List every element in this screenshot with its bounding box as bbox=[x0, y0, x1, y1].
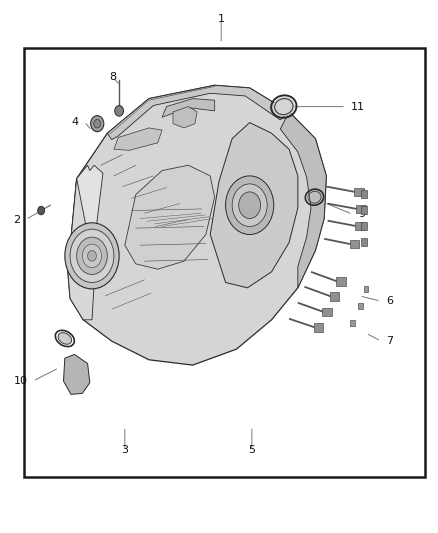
Bar bbox=[358, 303, 363, 309]
Polygon shape bbox=[68, 85, 326, 365]
Text: 1: 1 bbox=[218, 14, 225, 23]
Bar bbox=[350, 240, 359, 248]
Circle shape bbox=[232, 184, 267, 227]
Bar bbox=[356, 205, 366, 213]
Bar bbox=[354, 188, 364, 196]
Polygon shape bbox=[107, 85, 289, 140]
Circle shape bbox=[65, 223, 119, 289]
Bar bbox=[314, 323, 323, 332]
Circle shape bbox=[38, 206, 45, 215]
Circle shape bbox=[70, 229, 114, 282]
Ellipse shape bbox=[58, 333, 71, 344]
Text: 2: 2 bbox=[13, 215, 20, 224]
Text: 10: 10 bbox=[14, 376, 28, 386]
Polygon shape bbox=[173, 107, 197, 128]
Bar bbox=[322, 308, 332, 316]
Bar bbox=[361, 238, 367, 246]
Text: 9: 9 bbox=[358, 209, 365, 219]
Text: 8: 8 bbox=[109, 72, 116, 82]
Bar bbox=[364, 286, 368, 292]
Text: 11: 11 bbox=[351, 102, 365, 111]
Circle shape bbox=[239, 192, 261, 219]
Circle shape bbox=[88, 251, 96, 261]
Circle shape bbox=[77, 237, 107, 274]
Bar bbox=[336, 277, 346, 286]
Bar bbox=[361, 222, 367, 230]
Circle shape bbox=[91, 116, 104, 132]
Polygon shape bbox=[68, 165, 103, 280]
Circle shape bbox=[115, 106, 124, 116]
Polygon shape bbox=[125, 165, 215, 269]
Polygon shape bbox=[114, 128, 162, 150]
Polygon shape bbox=[162, 99, 215, 117]
Circle shape bbox=[94, 119, 101, 128]
Polygon shape bbox=[68, 179, 94, 320]
Bar bbox=[24, 48, 425, 477]
Text: 4: 4 bbox=[72, 117, 79, 126]
Bar bbox=[350, 320, 355, 326]
Bar bbox=[361, 190, 367, 198]
Text: 3: 3 bbox=[121, 446, 128, 455]
Polygon shape bbox=[210, 123, 298, 288]
Text: 6: 6 bbox=[386, 296, 393, 306]
Text: 5: 5 bbox=[248, 446, 255, 455]
Polygon shape bbox=[280, 112, 326, 288]
Ellipse shape bbox=[273, 97, 295, 116]
Bar bbox=[361, 206, 367, 214]
Text: 7: 7 bbox=[386, 336, 393, 346]
Polygon shape bbox=[64, 354, 90, 394]
Bar bbox=[355, 222, 364, 230]
Circle shape bbox=[226, 176, 274, 235]
Bar bbox=[330, 292, 339, 301]
Circle shape bbox=[82, 244, 102, 268]
